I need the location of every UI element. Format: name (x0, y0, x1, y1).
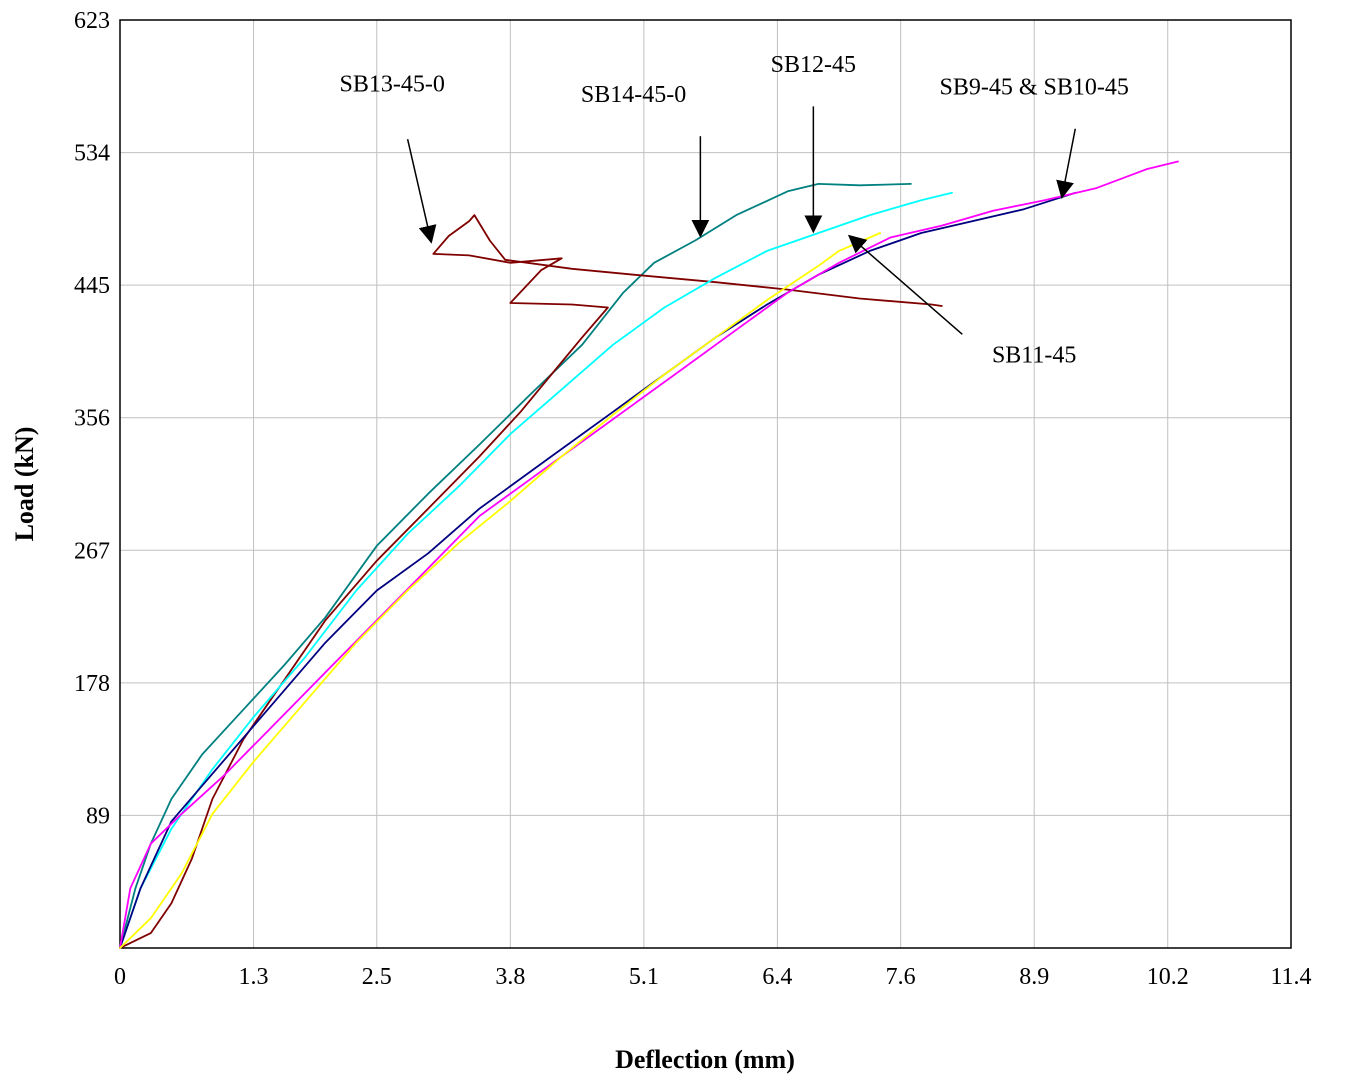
y-tick-label: 445 (74, 273, 110, 299)
annotation-label: SB12-45 (771, 52, 856, 78)
series-line-2 (119, 214, 943, 949)
y-tick-label: 623 (74, 8, 110, 34)
y-tick-labels: 89 178 267 356 445 534 623 (74, 8, 110, 829)
y-tick-label: 89 (86, 803, 110, 829)
x-tick-label: 6.4 (762, 964, 792, 990)
annotation-label: SB14-45-0 (581, 82, 686, 108)
y-axis-title: Load (kN) (10, 427, 39, 542)
y-tick-label: 178 (74, 671, 110, 697)
y-tick-label: 267 (74, 538, 110, 564)
x-tick-label: 0 (114, 964, 126, 990)
x-tick-label: 3.8 (495, 964, 525, 990)
annotation-label: SB11-45 (992, 343, 1076, 369)
x-tick-label: 7.6 (886, 964, 916, 990)
y-tick-label: 356 (74, 406, 110, 432)
series-line-6 (119, 232, 881, 949)
y-tick-label: 534 (74, 141, 110, 167)
series-line-4 (119, 191, 1077, 949)
annotation-label: SB13-45-0 (340, 71, 445, 97)
x-axis-title: Deflection (mm) (615, 1045, 795, 1074)
x-tick-label: 10.2 (1147, 964, 1189, 990)
annotation-label: SB9-45 & SB10-45 (940, 74, 1129, 100)
grid-lines (120, 20, 1291, 948)
annotation-arrow (847, 234, 963, 335)
annotation-arrow (406, 138, 437, 244)
x-tick-label: 11.4 (1270, 964, 1311, 990)
x-tick-label: 1.3 (239, 964, 269, 990)
annotation-arrow (1056, 128, 1077, 200)
annotations: SB13-45-0 SB14-45-0 SB12-45 SB9-45 & SB10-4… (340, 52, 1129, 368)
plot-area-frame (119, 19, 1292, 949)
x-tick-label: 2.5 (362, 964, 392, 990)
x-tick-label: 5.1 (629, 964, 659, 990)
series-lines (119, 160, 1179, 949)
series-line-3 (119, 191, 953, 949)
x-tick-labels: 0 1.3 2.5 3.8 5.1 6.4 7.6 8.9 10.2 11.4 (114, 964, 1312, 990)
x-tick-label: 8.9 (1019, 964, 1049, 990)
series-line-1 (119, 182, 912, 949)
series-line-5 (119, 160, 1179, 949)
